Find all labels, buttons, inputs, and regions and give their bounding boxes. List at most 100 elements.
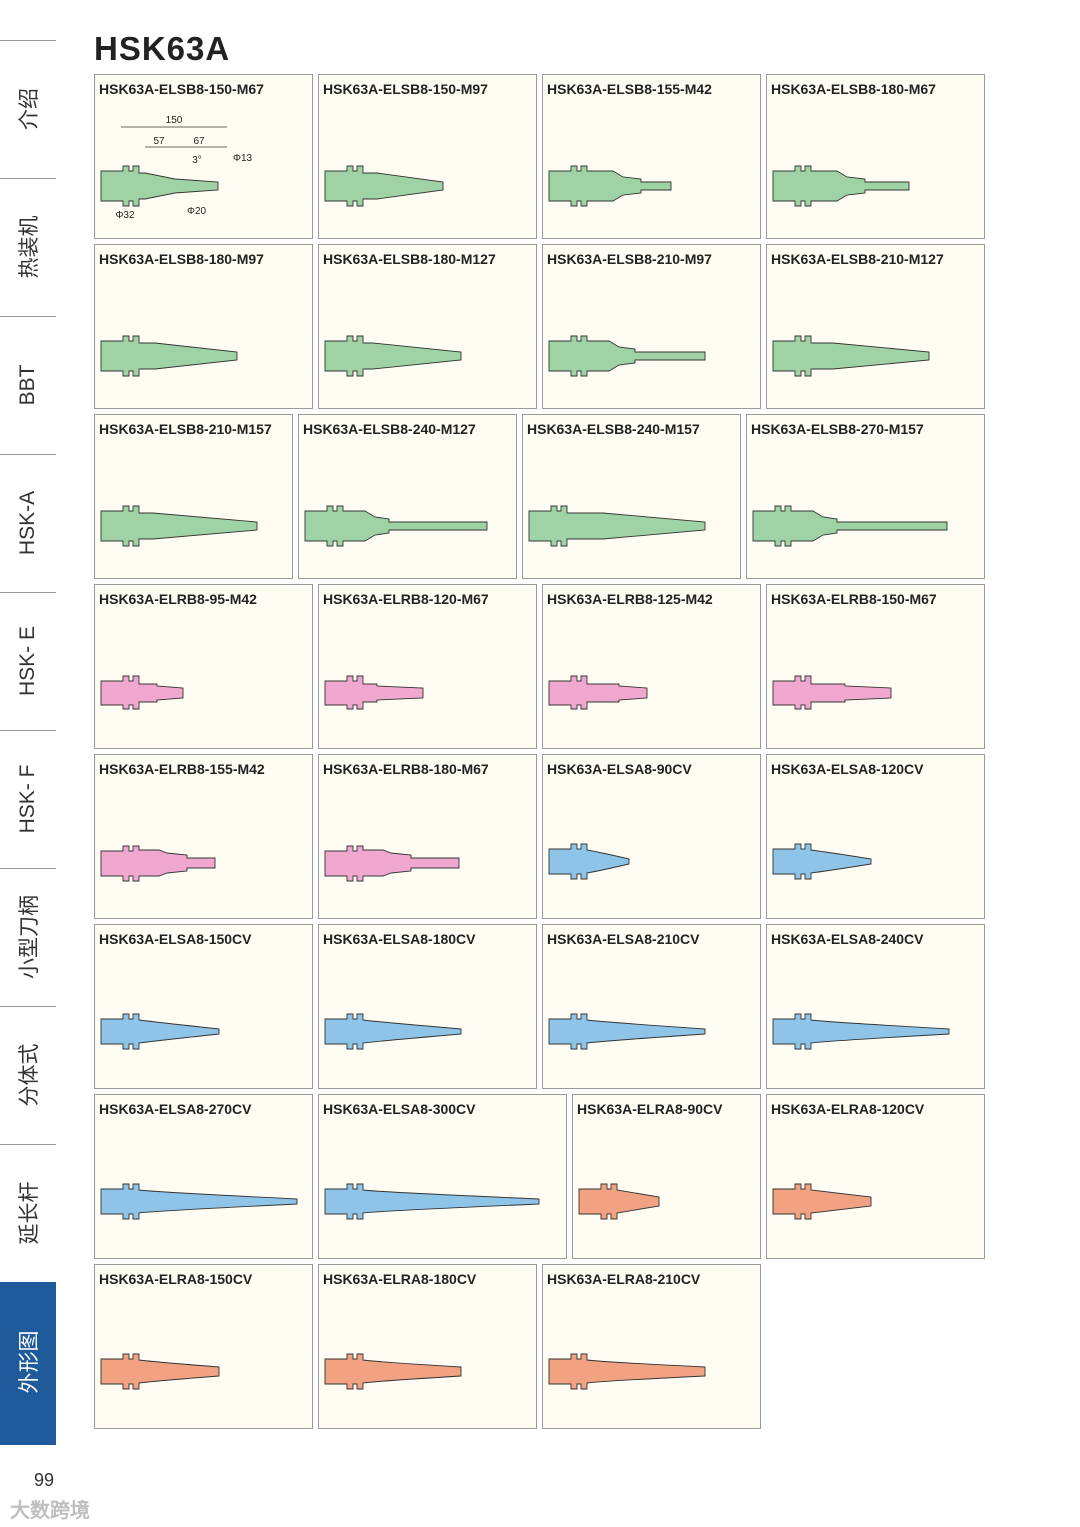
tool-body bbox=[548, 335, 706, 377]
card-title: HSK63A-ELSB8-210-M157 bbox=[99, 421, 272, 437]
card-title: HSK63A-ELRB8-95-M42 bbox=[99, 591, 257, 607]
product-card: HSK63A-ELRA8-150CV bbox=[94, 1264, 313, 1429]
tool-body bbox=[100, 335, 238, 377]
tool-body bbox=[548, 1013, 706, 1050]
side-navigation: 介绍 热装机 BBT HSK-A HSK- E HSK- F 小型刀柄 分体式 … bbox=[0, 40, 56, 1445]
card-title: HSK63A-ELSB8-150-M97 bbox=[323, 81, 488, 97]
card-title: HSK63A-ELSB8-150-M67 bbox=[99, 81, 264, 97]
card-title: HSK63A-ELSA8-300CV bbox=[323, 1101, 476, 1117]
product-card: HSK63A-ELRB8-155-M42 bbox=[94, 754, 313, 919]
side-tab-small-holder[interactable]: 小型刀柄 bbox=[0, 868, 56, 1006]
tool-body bbox=[100, 1183, 298, 1220]
product-card: HSK63A-ELSA8-210CV bbox=[542, 924, 761, 1089]
card-title: HSK63A-ELRA8-210CV bbox=[547, 1271, 701, 1287]
side-tab-split-type[interactable]: 分体式 bbox=[0, 1006, 56, 1144]
product-card: HSK63A-ELSB8-180-M67 bbox=[766, 74, 985, 239]
product-card: HSK63A-ELSA8-180CV bbox=[318, 924, 537, 1089]
tool-drawing bbox=[100, 675, 184, 710]
tool-body bbox=[772, 1013, 950, 1050]
tool-drawing bbox=[772, 1013, 950, 1050]
card-title: HSK63A-ELSA8-150CV bbox=[99, 931, 252, 947]
card-title: HSK63A-ELRA8-90CV bbox=[577, 1101, 723, 1117]
side-tab-hsk-e[interactable]: HSK- E bbox=[0, 592, 56, 730]
tool-body bbox=[752, 505, 948, 547]
card-title: HSK63A-ELSB8-240-M157 bbox=[527, 421, 700, 437]
tool-drawing bbox=[548, 1353, 706, 1390]
tool-body bbox=[100, 1353, 220, 1390]
page-number: 99 bbox=[34, 1470, 55, 1490]
side-tab-shrink-fit-machine[interactable]: 热装机 bbox=[0, 178, 56, 316]
tool-body bbox=[772, 675, 892, 710]
product-card: HSK63A-ELSB8-210-M157 bbox=[94, 414, 293, 579]
tool-drawing bbox=[772, 843, 872, 880]
product-card: HSK63A-ELRA8-210CV bbox=[542, 1264, 761, 1429]
card-title: HSK63A-ELSB8-210-M97 bbox=[547, 251, 712, 267]
card-title: HSK63A-ELRA8-180CV bbox=[323, 1271, 477, 1287]
product-card: HSK63A-ELSB8-180-M97 bbox=[94, 244, 313, 409]
tool-drawing bbox=[100, 1183, 298, 1220]
side-tab-bbt[interactable]: BBT bbox=[0, 316, 56, 454]
tool-drawing bbox=[100, 1353, 220, 1390]
product-card: HSK63A-ELSA8-300CV bbox=[318, 1094, 567, 1259]
card-title: HSK63A-ELSB8-270-M157 bbox=[751, 421, 924, 437]
tool-body bbox=[548, 165, 672, 207]
tool-drawing bbox=[324, 1353, 462, 1390]
card-title: HSK63A-ELSA8-180CV bbox=[323, 931, 476, 947]
tool-body bbox=[578, 1183, 660, 1220]
product-card: HSK63A-ELRB8-120-M67 bbox=[318, 584, 537, 749]
tool-drawing bbox=[100, 335, 238, 377]
tool-body bbox=[772, 843, 872, 880]
tool-body bbox=[324, 1013, 462, 1050]
tool-drawing bbox=[548, 335, 706, 377]
tool-body bbox=[100, 1013, 220, 1050]
tool-body bbox=[100, 675, 184, 710]
product-card: HSK63A-ELSA8-150CV bbox=[94, 924, 313, 1089]
product-card: HSK63A-ELSB8-270-M157 bbox=[746, 414, 985, 579]
card-title: HSK63A-ELRB8-120-M67 bbox=[323, 591, 489, 607]
side-tab-intro[interactable]: 介绍 bbox=[0, 40, 56, 178]
product-card: HSK63A-ELSB8-240-M127 bbox=[298, 414, 517, 579]
tool-drawing: 150 57 67 3° Φ13 Φ32 Φ20 bbox=[100, 115, 253, 221]
tool-drawing bbox=[100, 1013, 220, 1050]
side-tab-hsk-f[interactable]: HSK- F bbox=[0, 730, 56, 868]
tool-body bbox=[100, 505, 258, 547]
side-tab-hsk-a[interactable]: HSK-A bbox=[0, 454, 56, 592]
product-card: HSK63A-ELSB8-150-M97 bbox=[318, 74, 537, 239]
tool-body bbox=[772, 335, 930, 377]
product-card: HSK63A-ELRA8-90CV bbox=[572, 1094, 761, 1259]
card-title: HSK63A-ELSB8-210-M127 bbox=[771, 251, 944, 267]
tool-drawing bbox=[100, 845, 216, 882]
product-card: HSK63A-ELRB8-95-M42 bbox=[94, 584, 313, 749]
tool-drawing bbox=[752, 505, 948, 547]
tool-drawing bbox=[324, 335, 462, 377]
card-title: HSK63A-ELSB8-180-M67 bbox=[771, 81, 936, 97]
side-tab-extension-rod[interactable]: 延长杆 bbox=[0, 1144, 56, 1282]
tool-body bbox=[304, 505, 488, 547]
tool-drawing bbox=[548, 675, 648, 710]
tool-drawing bbox=[548, 165, 672, 207]
side-tab-outline-drawing[interactable]: 外形图 bbox=[0, 1282, 56, 1445]
tool-body bbox=[324, 675, 424, 710]
product-card: HSK63A-ELSA8-270CV bbox=[94, 1094, 313, 1259]
tool-body bbox=[772, 165, 910, 207]
tool-drawing bbox=[324, 1183, 540, 1220]
card-title: HSK63A-ELSB8-240-M127 bbox=[303, 421, 476, 437]
dim-d1: Φ32 bbox=[115, 210, 135, 221]
card-title: HSK63A-ELRA8-120CV bbox=[771, 1101, 925, 1117]
dim-tip: Φ13 bbox=[233, 153, 253, 164]
card-title: HSK63A-ELSB8-180-M97 bbox=[99, 251, 264, 267]
tool-drawing bbox=[304, 505, 488, 547]
product-card: HSK63A-ELSB8-210-M127 bbox=[766, 244, 985, 409]
tool-drawing bbox=[772, 165, 910, 207]
card-title: HSK63A-ELSB8-155-M42 bbox=[547, 81, 712, 97]
card-title: HSK63A-ELSA8-240CV bbox=[771, 931, 924, 947]
card-title: HSK63A-ELRB8-125-M42 bbox=[547, 591, 713, 607]
product-card: HSK63A-ELRA8-120CV bbox=[766, 1094, 985, 1259]
tool-drawing bbox=[100, 505, 258, 547]
card-title: HSK63A-ELSA8-270CV bbox=[99, 1101, 252, 1117]
card-title: HSK63A-ELRB8-155-M42 bbox=[99, 761, 265, 777]
tool-drawing bbox=[324, 1013, 462, 1050]
product-card: HSK63A-ELSA8-120CV bbox=[766, 754, 985, 919]
card-title: HSK63A-ELRB8-150-M67 bbox=[771, 591, 937, 607]
